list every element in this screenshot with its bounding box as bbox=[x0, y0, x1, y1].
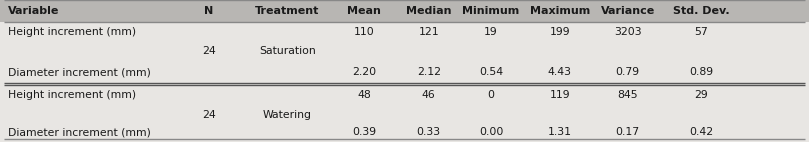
Text: Height increment (mm): Height increment (mm) bbox=[8, 27, 136, 37]
Text: 46: 46 bbox=[422, 90, 435, 100]
Text: Saturation: Saturation bbox=[259, 46, 316, 57]
Text: Maximum: Maximum bbox=[530, 6, 590, 16]
Text: 4.43: 4.43 bbox=[548, 67, 572, 77]
Text: Diameter increment (mm): Diameter increment (mm) bbox=[8, 67, 151, 77]
Text: Diameter increment (mm): Diameter increment (mm) bbox=[8, 127, 151, 137]
Text: 0.42: 0.42 bbox=[689, 127, 714, 137]
Text: 2.12: 2.12 bbox=[417, 67, 441, 77]
Text: 1.31: 1.31 bbox=[548, 127, 572, 137]
Text: N: N bbox=[204, 6, 214, 16]
Text: 0.17: 0.17 bbox=[616, 127, 640, 137]
Text: 110: 110 bbox=[354, 27, 375, 37]
Text: Watering: Watering bbox=[263, 110, 311, 120]
Text: 0.39: 0.39 bbox=[352, 127, 376, 137]
Text: 199: 199 bbox=[549, 27, 570, 37]
Text: 0.89: 0.89 bbox=[689, 67, 714, 77]
Text: 0.79: 0.79 bbox=[616, 67, 640, 77]
Text: 2.20: 2.20 bbox=[352, 67, 376, 77]
Text: Height increment (mm): Height increment (mm) bbox=[8, 90, 136, 100]
Text: Std. Dev.: Std. Dev. bbox=[673, 6, 730, 16]
Text: 3203: 3203 bbox=[614, 27, 642, 37]
Text: 0: 0 bbox=[488, 90, 494, 100]
Text: Variable: Variable bbox=[8, 6, 60, 16]
Text: Variance: Variance bbox=[600, 6, 655, 16]
Text: 119: 119 bbox=[549, 90, 570, 100]
Text: 24: 24 bbox=[202, 110, 215, 120]
Text: Median: Median bbox=[406, 6, 451, 16]
Text: 29: 29 bbox=[695, 90, 708, 100]
Text: 845: 845 bbox=[617, 90, 638, 100]
Text: 0.54: 0.54 bbox=[479, 67, 503, 77]
Text: 24: 24 bbox=[202, 46, 215, 57]
Text: Treatment: Treatment bbox=[255, 6, 320, 16]
Text: 19: 19 bbox=[485, 27, 498, 37]
Text: 57: 57 bbox=[695, 27, 708, 37]
Text: Minimum: Minimum bbox=[463, 6, 519, 16]
Text: 0.00: 0.00 bbox=[479, 127, 503, 137]
Text: 0.33: 0.33 bbox=[417, 127, 441, 137]
FancyBboxPatch shape bbox=[0, 0, 809, 22]
Text: 121: 121 bbox=[418, 27, 439, 37]
Text: Mean: Mean bbox=[347, 6, 381, 16]
Text: 48: 48 bbox=[358, 90, 371, 100]
